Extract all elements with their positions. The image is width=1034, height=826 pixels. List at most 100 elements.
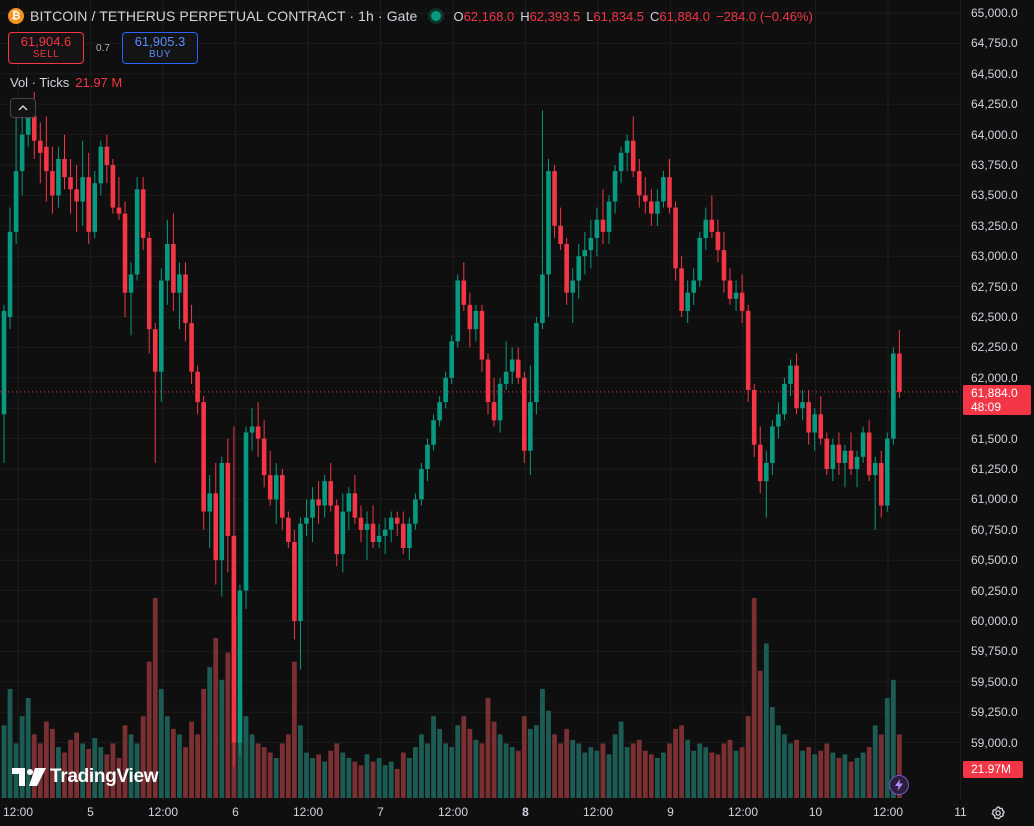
candle-body	[473, 310, 479, 330]
sell-button[interactable]: 61,904.6 SELL	[8, 32, 84, 64]
time-tick-label: 12:00	[2, 805, 34, 819]
volume-bar	[431, 716, 436, 798]
candle-body	[546, 171, 551, 275]
candle-body	[62, 158, 67, 178]
volume-bar	[352, 761, 358, 798]
buy-button[interactable]: 61,905.3 BUY	[122, 32, 198, 64]
collapse-legend-button[interactable]	[10, 98, 36, 118]
volume-bar	[413, 747, 418, 798]
volume-bar	[558, 743, 563, 798]
symbol-title[interactable]: BITCOIN / TETHERUS PERPETUAL CONTRACT · …	[30, 8, 417, 24]
volume-bar	[261, 747, 267, 798]
bitcoin-icon[interactable]: ₿	[8, 8, 24, 24]
candle-body	[382, 529, 388, 536]
time-tick-label: 11	[954, 805, 967, 819]
volume-bar	[854, 758, 860, 798]
candle-body	[836, 444, 842, 463]
chart-settings-button[interactable]	[988, 803, 1008, 823]
candle-body	[310, 499, 315, 518]
volume-bar	[334, 743, 340, 798]
candle-body	[461, 280, 467, 305]
sell-price: 61,904.6	[20, 34, 72, 49]
candle-body	[709, 219, 715, 232]
tradingview-logo[interactable]: TradingView	[12, 766, 159, 788]
volume-bar	[727, 739, 733, 798]
candle-body	[394, 517, 400, 524]
candle-body	[19, 134, 25, 172]
volume-bar	[461, 716, 467, 798]
volume-bar	[425, 743, 430, 798]
candle-body	[885, 438, 890, 506]
candle-body	[842, 450, 848, 463]
volume-bar	[7, 688, 13, 798]
volume-bar	[878, 734, 884, 798]
volume-bar	[74, 732, 79, 798]
time-scale[interactable]: 12:00 5 12:00 6 12:00 7 12:00 8 12:00 9 12:00 10 12:…	[0, 800, 967, 826]
volume-bar	[279, 743, 285, 798]
volume-bar	[310, 758, 315, 798]
volume-bar	[697, 743, 703, 798]
candle-body	[467, 304, 473, 330]
volume-bar	[860, 752, 866, 798]
volume-bar	[406, 758, 412, 798]
price-tick-label: 64,250.0	[971, 97, 1018, 112]
time-tick-label: 9	[667, 805, 674, 819]
sell-label: SELL	[32, 49, 60, 60]
candle-body	[776, 414, 781, 427]
candle-body	[866, 432, 872, 476]
volume-bar	[897, 734, 902, 798]
candle-body	[261, 438, 267, 476]
trade-panel: 61,904.6 SELL 0.7 61,905.3 BUY	[8, 32, 198, 64]
candle-body	[280, 475, 285, 518]
candle-body	[479, 310, 485, 360]
candle-body	[534, 323, 539, 403]
symbol-name[interactable]: BITCOIN / TETHERUS PERPETUAL CONTRACT	[30, 8, 346, 24]
interval-label[interactable]: 1h	[358, 8, 374, 24]
volume-bar	[812, 754, 818, 798]
volume-bar	[564, 728, 570, 798]
candle-body	[794, 365, 799, 409]
volume-bar	[745, 716, 751, 798]
volume-bar	[776, 725, 781, 798]
candle-body	[304, 517, 309, 524]
candle-body	[286, 517, 291, 542]
candle-body	[606, 201, 612, 232]
volume-bar	[691, 750, 697, 798]
candle-body	[376, 535, 382, 542]
open-key: O	[453, 8, 464, 24]
candle-body	[352, 493, 358, 518]
price-tick-label: 63,500.0	[971, 188, 1018, 203]
volume-bar	[782, 734, 787, 798]
candle-body	[812, 414, 817, 433]
candle-body	[782, 383, 787, 415]
exchange-label[interactable]: Gate	[386, 8, 418, 24]
candle-body	[231, 535, 237, 743]
volume-bar	[243, 716, 249, 798]
volume-bar	[890, 679, 896, 798]
candle-body	[388, 517, 394, 530]
volume-bar	[715, 754, 721, 798]
candle-body	[7, 231, 13, 317]
candle-body	[146, 237, 152, 330]
time-tick-label: 12:00	[292, 805, 324, 819]
volume-bar	[836, 758, 842, 798]
candle-body	[189, 323, 194, 372]
candle-body	[116, 207, 122, 214]
candle-body	[800, 402, 805, 409]
volume-indicator-name[interactable]: Vol · Ticks	[10, 75, 70, 90]
price-tick-label: 59,250.0	[971, 705, 1018, 720]
volume-bar	[1, 725, 7, 798]
candle-body	[177, 274, 182, 293]
volume-bar	[600, 743, 606, 798]
flash-icon-button[interactable]	[889, 775, 909, 795]
volume-legend[interactable]: Vol · Ticks 21.97 M	[10, 75, 122, 90]
price-tick-label: 61,000.0	[971, 492, 1018, 507]
candle-body	[673, 207, 678, 269]
candle-body	[437, 402, 442, 421]
time-tick-label: 5	[87, 805, 94, 819]
candle-body	[643, 195, 648, 202]
volume-bar	[449, 747, 455, 798]
time-tick-label: 10	[808, 805, 823, 819]
